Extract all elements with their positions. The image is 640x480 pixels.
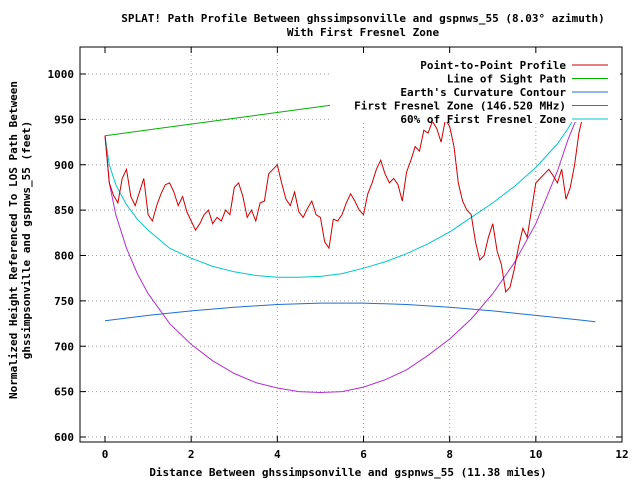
x-tick-label: 2 [188, 448, 195, 461]
y-tick-label: 750 [54, 295, 74, 308]
legend-entry-label: Earth's Curvature Contour [400, 86, 566, 99]
chart-title: SPLAT! Path Profile Between ghssimpsonvi… [121, 12, 604, 25]
series-line-first-fresnel-zone-146-520-mhz [104, 69, 596, 394]
legend-entry-label: First Fresnel Zone (146.520 MHz) [354, 100, 566, 113]
series-line-point-to-point-profile [104, 72, 596, 293]
x-tick-label: 6 [360, 448, 367, 461]
chart-subtitle: With First Fresnel Zone [287, 26, 440, 39]
legend-entry-label: Line of Sight Path [447, 73, 566, 86]
y-tick-label: 850 [54, 204, 74, 217]
y-tick-label: 800 [54, 250, 74, 263]
series-line-60-of-first-fresnel-zone [104, 72, 596, 278]
y-tick-label: 900 [54, 159, 74, 172]
legend-background [330, 54, 620, 122]
x-tick-label: 8 [446, 448, 453, 461]
y-tick-label: 650 [54, 386, 74, 399]
x-tick-label: 12 [615, 448, 628, 461]
x-tick-label: 10 [529, 448, 542, 461]
x-tick-label: 4 [274, 448, 281, 461]
axis-ticks: 0 2 4 6 8 10 12 600 650 700 750 800 850 900 950 1000 [48, 47, 629, 461]
series-line-earth-s-curvature-contour [104, 302, 596, 323]
y-tick-label: 600 [54, 431, 74, 444]
x-tick-label: 0 [102, 448, 109, 461]
y-tick-label: 700 [54, 340, 74, 353]
legend-entry-label: Point-to-Point Profile [420, 59, 566, 72]
y-axis-label-line2: ghssimpsonville and gspnws_55 (feet) [20, 121, 33, 359]
plot-frame [79, 46, 623, 443]
y-tick-label: 1000 [48, 68, 75, 81]
y-axis-label-line1: Normalized Height Referenced To LOS Path… [7, 81, 20, 399]
legend-entry-label: 60% of First Fresnel Zone [400, 113, 566, 126]
y-tick-label: 950 [54, 113, 74, 126]
x-axis-label: Distance Between ghssimpsonville and gsp… [149, 466, 546, 479]
